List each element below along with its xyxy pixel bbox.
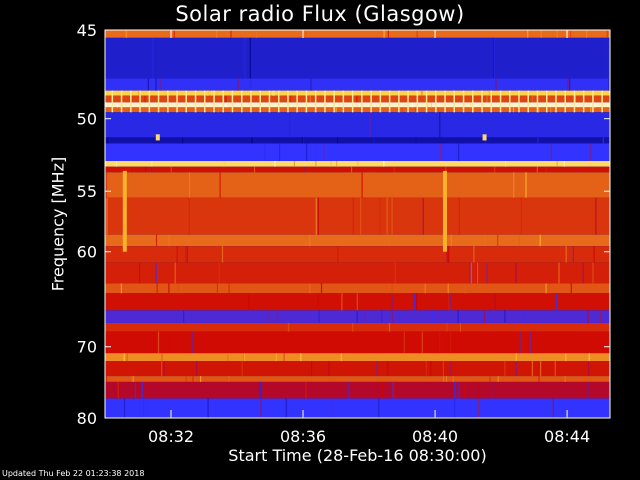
frequency-band-3 <box>105 90 610 96</box>
x-axis-label: Start Time (28-Feb-16 08:30:00) <box>228 446 487 465</box>
frequency-band-22 <box>105 353 610 362</box>
frequency-band-5 <box>105 102 610 108</box>
y-tick-label-55: 55 <box>77 182 97 201</box>
frequency-band-7 <box>105 112 610 138</box>
y-tick-label-70: 70 <box>77 338 97 357</box>
noise-texture <box>105 30 610 418</box>
frequency-band-1 <box>105 37 610 79</box>
frequency-band-20 <box>105 322 610 332</box>
y-tick-label-50: 50 <box>77 110 97 129</box>
x-tick-label-08:44: 08:44 <box>544 427 590 446</box>
frequency-band-2 <box>105 78 610 91</box>
y-tick-label-45: 45 <box>77 21 97 40</box>
frequency-band-24 <box>105 376 610 382</box>
frequency-band-9 <box>105 143 610 162</box>
y-tick-label-80: 80 <box>77 409 97 428</box>
plot-frame <box>104 29 611 419</box>
frequency-band-12 <box>105 172 610 198</box>
frequency-band-25 <box>105 381 610 399</box>
frequency-band-8 <box>105 137 610 144</box>
frequency-band-26 <box>105 398 610 418</box>
frequency-band-15 <box>105 246 610 263</box>
frequency-band-23 <box>105 361 610 377</box>
frequency-band-11 <box>105 166 610 173</box>
burst-2 <box>155 134 160 141</box>
updated-timestamp: Updated Thu Feb 22 01:23:38 2018 <box>2 469 145 478</box>
frequency-band-16 <box>105 262 610 284</box>
frequency-band-14 <box>105 234 610 247</box>
x-tick-label-08:40: 08:40 <box>412 427 458 446</box>
burst-1 <box>442 170 447 252</box>
x-tick-label-08:36: 08:36 <box>280 427 326 446</box>
x-tick-label-08:32: 08:32 <box>148 427 194 446</box>
frequency-band-17 <box>105 283 610 294</box>
chart-title: Solar radio Flux (Glasgow) <box>175 2 465 26</box>
y-tick-label-60: 60 <box>77 243 97 262</box>
frequency-band-6 <box>105 107 610 113</box>
burst-3 <box>482 134 487 141</box>
frequency-band-21 <box>105 331 610 354</box>
frequency-band-13 <box>105 197 610 235</box>
burst-0 <box>122 170 127 252</box>
y-axis-label: Frequency [MHz] <box>48 156 68 292</box>
frequency-band-0 <box>105 30 610 38</box>
